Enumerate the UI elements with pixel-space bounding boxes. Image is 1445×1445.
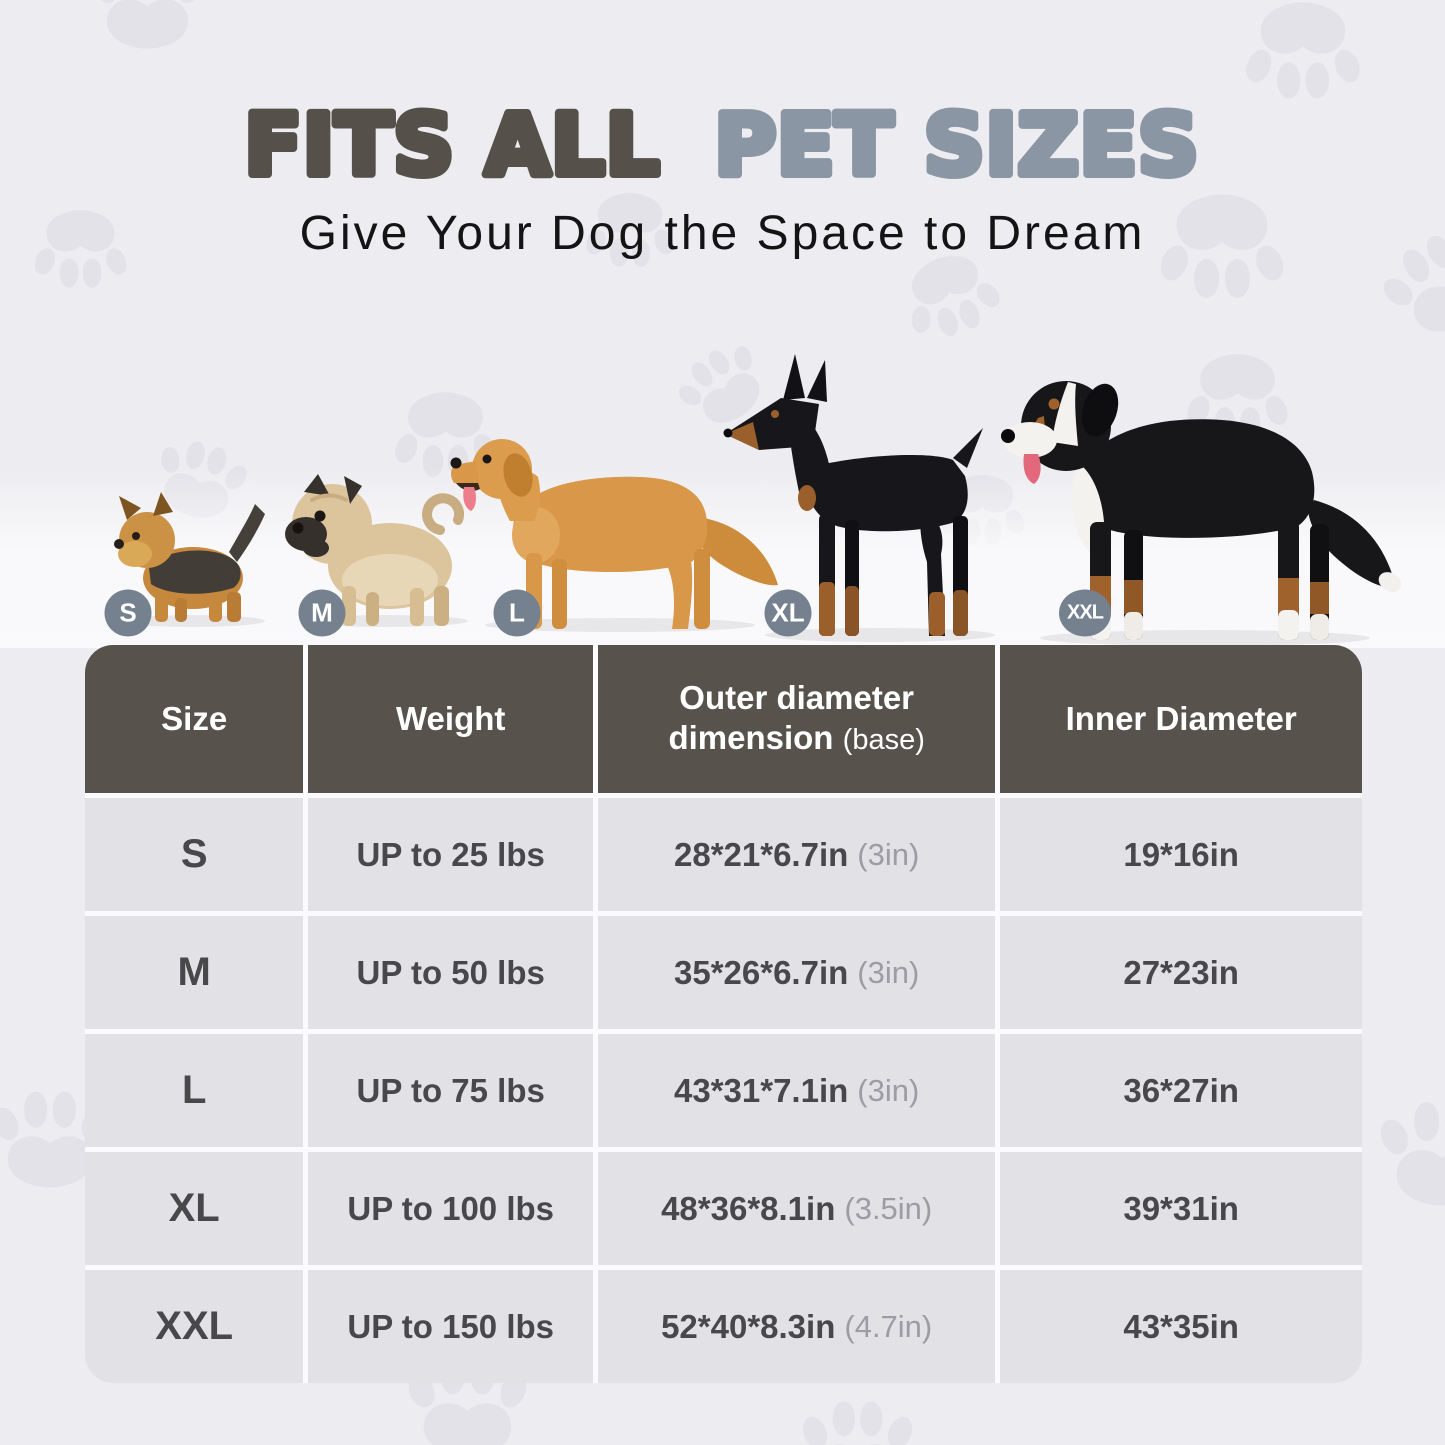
table-row-xl-inner: 39*31in	[1000, 1152, 1362, 1265]
size-badge-xl: XL	[764, 589, 812, 637]
table-row-l-weight: UP to 75 lbs	[308, 1034, 594, 1147]
table-row-m-inner: 27*23in	[1000, 916, 1362, 1029]
dog-golden-retriever-illustration	[450, 439, 778, 632]
table-row-l-inner: 36*27in	[1000, 1034, 1362, 1147]
title-part-dark: FITS ALL	[244, 96, 660, 194]
table-row-s-inner: 19*16in	[1000, 798, 1362, 911]
dog-pug-illustration	[285, 474, 468, 627]
column-header-weight: Weight	[308, 645, 594, 793]
table-row-s-weight: UP to 25 lbs	[308, 798, 594, 911]
column-header-outer-diameter: Outer diameter dimension (base)	[598, 645, 996, 793]
table-row-xl-outer: 48*36*8.1in (3.5in)	[598, 1152, 996, 1265]
title-part-blue: PET SIZES	[714, 96, 1199, 194]
table-row-s-size: S	[85, 798, 304, 911]
table-row-xxl-inner: 43*35in	[1000, 1270, 1362, 1383]
dog-doberman-illustration	[723, 354, 995, 642]
size-chart-table: Size Weight Outer diameter dimension (ba…	[85, 645, 1362, 1383]
page-title: FITS ALL PET SIZES	[240, 92, 1202, 198]
outer-header-line2: dimension (base)	[668, 719, 925, 756]
paw-print-decoration	[1375, 1102, 1445, 1206]
table-row-xxl-size: XXL	[85, 1270, 304, 1383]
size-badge-xxl: XXL	[1059, 589, 1111, 637]
table-row-xxl-weight: UP to 150 lbs	[308, 1270, 594, 1383]
size-badge-l: L	[493, 589, 541, 637]
table-row-m-weight: UP to 50 lbs	[308, 916, 594, 1029]
table-row-xl-weight: UP to 100 lbs	[308, 1152, 594, 1265]
svg-text:FITS ALL PET SIZES: FITS ALL PET SIZES	[244, 96, 1199, 194]
dog-yorkshire-terrier-illustration	[114, 492, 265, 627]
table-row-s-outer: 28*21*6.7in (3in)	[598, 798, 996, 911]
table-row-xl-size: XL	[85, 1152, 304, 1265]
outer-header-note: (base)	[842, 724, 925, 756]
dog-bernese-mountain-dog-illustration	[1001, 381, 1402, 646]
page-subtitle: Give Your Dog the Space to Dream	[299, 207, 1146, 260]
table-row-l-outer: 43*31*7.1in (3in)	[598, 1034, 996, 1147]
column-header-size: Size	[85, 645, 304, 793]
table-row-m-outer: 35*26*6.7in (3in)	[598, 916, 996, 1029]
size-badge-m: M	[298, 589, 346, 637]
column-header-inner-diameter: Inner Diameter	[1000, 645, 1362, 793]
table-row-xxl-outer: 52*40*8.3in (4.7in)	[598, 1270, 996, 1383]
size-badge-s: S	[104, 589, 152, 637]
outer-header-line1: Outer diameter	[679, 679, 915, 716]
table-row-m-size: M	[85, 916, 304, 1029]
paw-print-decoration	[798, 1401, 917, 1445]
table-row-l-size: L	[85, 1034, 304, 1147]
